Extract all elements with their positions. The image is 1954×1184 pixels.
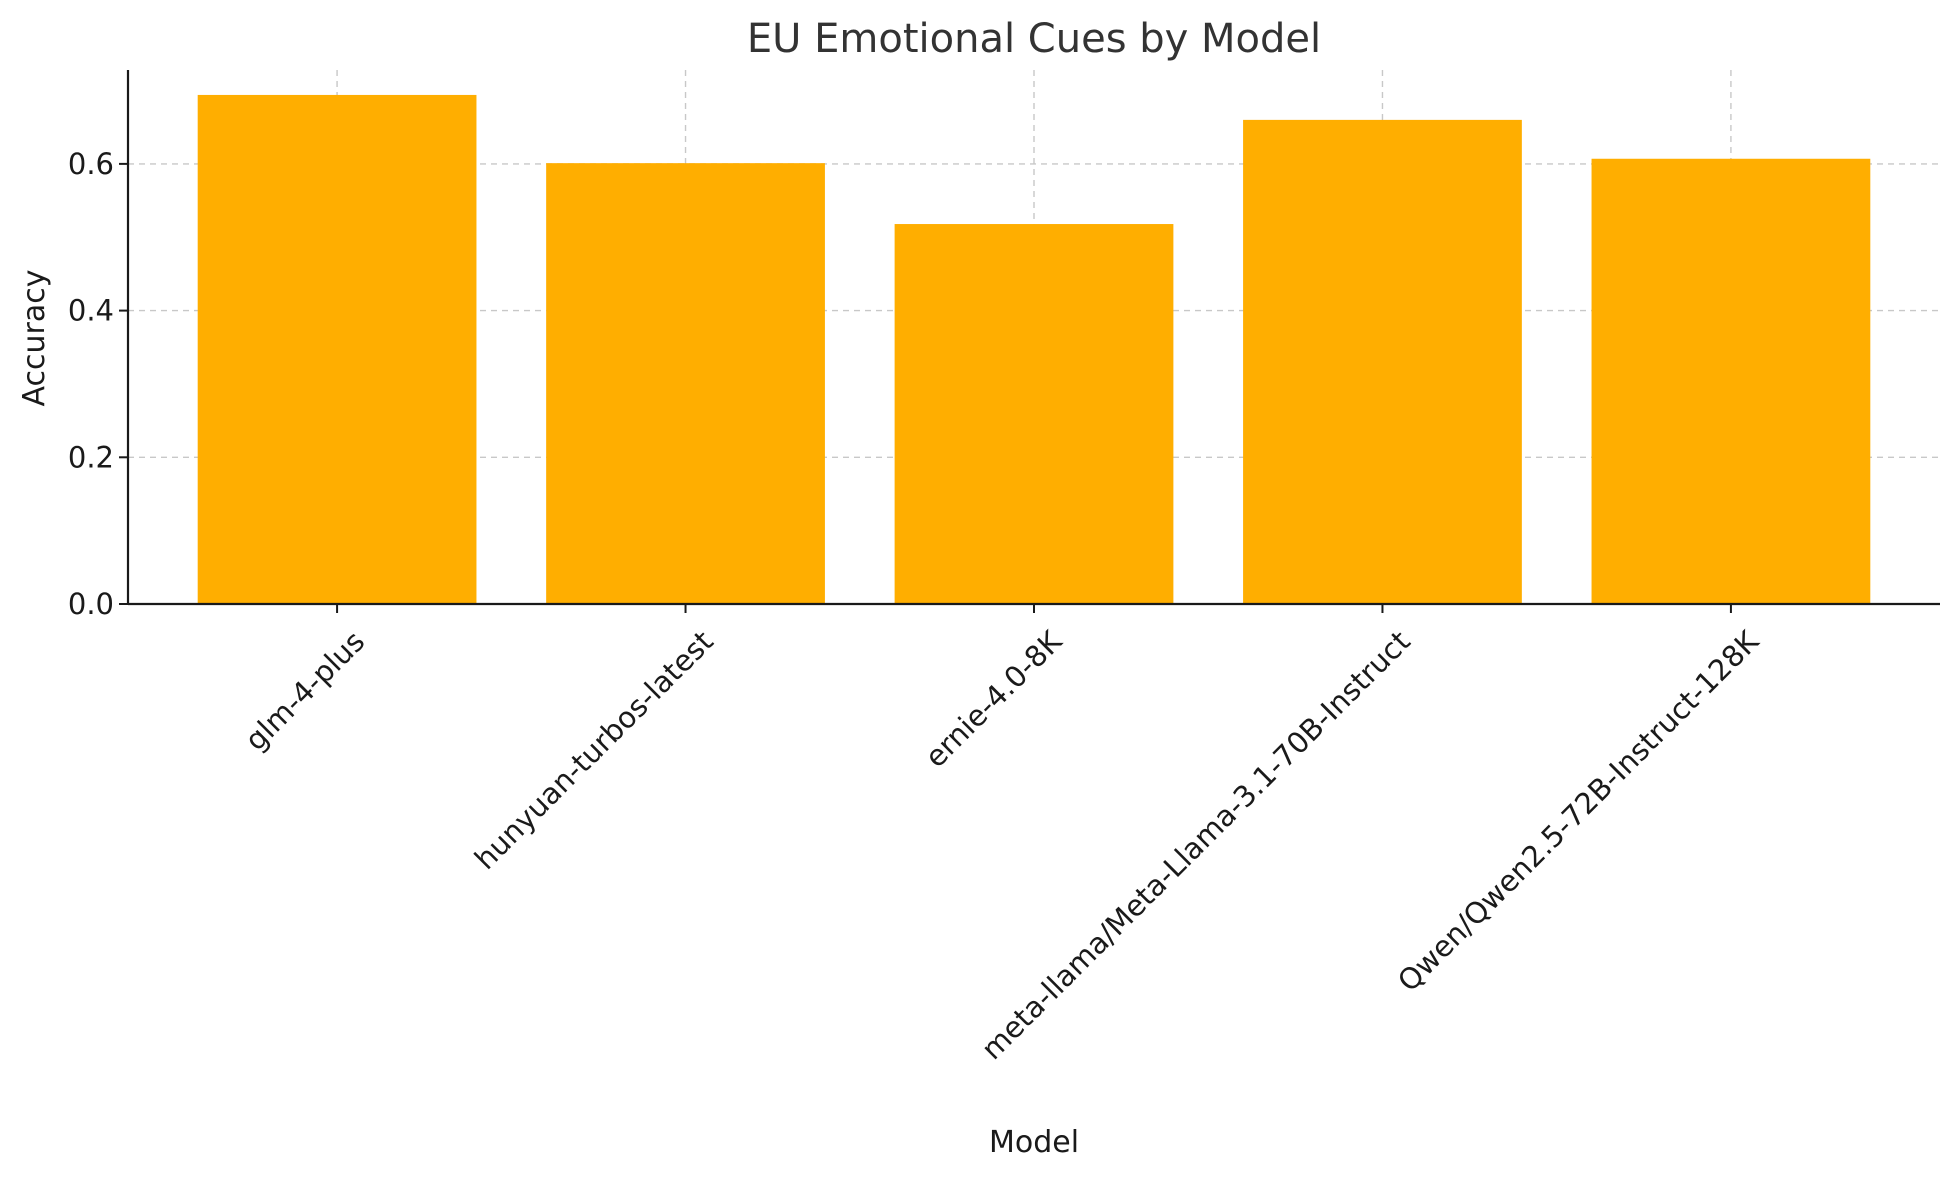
bar xyxy=(894,224,1174,605)
chart-title: EU Emotional Cues by Model xyxy=(747,16,1321,62)
y-tick-label: 0.6 xyxy=(68,147,114,181)
x-tick-layer: glm-4-plus hunyuan-turbos-latest ernie-4.0… xyxy=(238,604,1766,1066)
bar xyxy=(197,94,477,604)
x-tick-label: Qwen/Qwen2.5-72B-Instruct-128K xyxy=(1391,623,1766,998)
x-tick-label: ernie-4.0-8K xyxy=(918,623,1069,774)
x-tick-label: hunyuan-turbos-latest xyxy=(468,624,720,876)
y-tick-label: 0.4 xyxy=(68,294,114,328)
bar xyxy=(546,163,825,604)
bar-layer xyxy=(197,94,1871,605)
x-axis-label: Model xyxy=(989,1125,1079,1160)
y-tick-layer: 0.0 0.2 0.4 0.6 xyxy=(68,147,128,621)
x-tick-label: glm-4-plus xyxy=(238,624,371,757)
bar xyxy=(1591,158,1871,604)
y-tick-label: 0.0 xyxy=(68,587,114,621)
x-tick-label: meta-llama/Meta-Llama-3.1-70B-Instruct xyxy=(975,624,1417,1066)
y-axis-label: Accuracy xyxy=(17,270,52,407)
bar xyxy=(1243,119,1522,604)
y-tick-label: 0.2 xyxy=(68,440,114,474)
